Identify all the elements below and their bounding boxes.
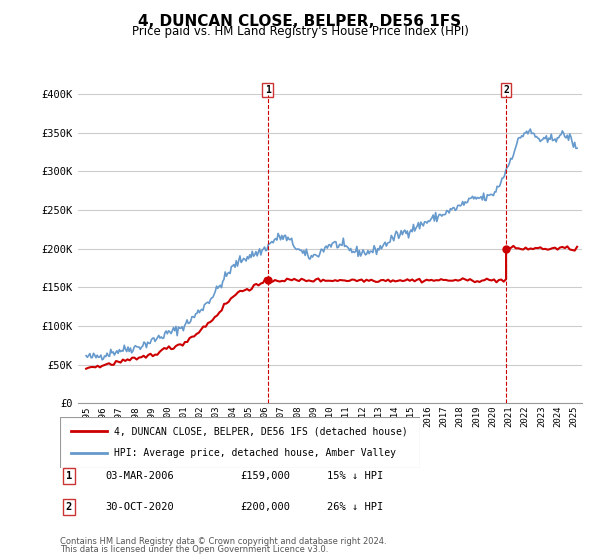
Text: 1: 1 xyxy=(66,471,72,481)
Text: HPI: Average price, detached house, Amber Valley: HPI: Average price, detached house, Ambe… xyxy=(114,449,396,459)
Text: 2: 2 xyxy=(66,502,72,512)
Text: 15% ↓ HPI: 15% ↓ HPI xyxy=(327,471,383,481)
Text: Contains HM Land Registry data © Crown copyright and database right 2024.: Contains HM Land Registry data © Crown c… xyxy=(60,537,386,546)
Text: 2: 2 xyxy=(503,85,509,95)
Text: 1: 1 xyxy=(265,85,271,95)
Text: Price paid vs. HM Land Registry's House Price Index (HPI): Price paid vs. HM Land Registry's House … xyxy=(131,25,469,38)
Text: 26% ↓ HPI: 26% ↓ HPI xyxy=(327,502,383,512)
Text: 30-OCT-2020: 30-OCT-2020 xyxy=(105,502,174,512)
Text: 03-MAR-2006: 03-MAR-2006 xyxy=(105,471,174,481)
Text: £159,000: £159,000 xyxy=(240,471,290,481)
FancyBboxPatch shape xyxy=(60,417,420,468)
Text: This data is licensed under the Open Government Licence v3.0.: This data is licensed under the Open Gov… xyxy=(60,545,328,554)
Text: £200,000: £200,000 xyxy=(240,502,290,512)
Text: 4, DUNCAN CLOSE, BELPER, DE56 1FS: 4, DUNCAN CLOSE, BELPER, DE56 1FS xyxy=(139,14,461,29)
Text: 4, DUNCAN CLOSE, BELPER, DE56 1FS (detached house): 4, DUNCAN CLOSE, BELPER, DE56 1FS (detac… xyxy=(114,426,408,436)
